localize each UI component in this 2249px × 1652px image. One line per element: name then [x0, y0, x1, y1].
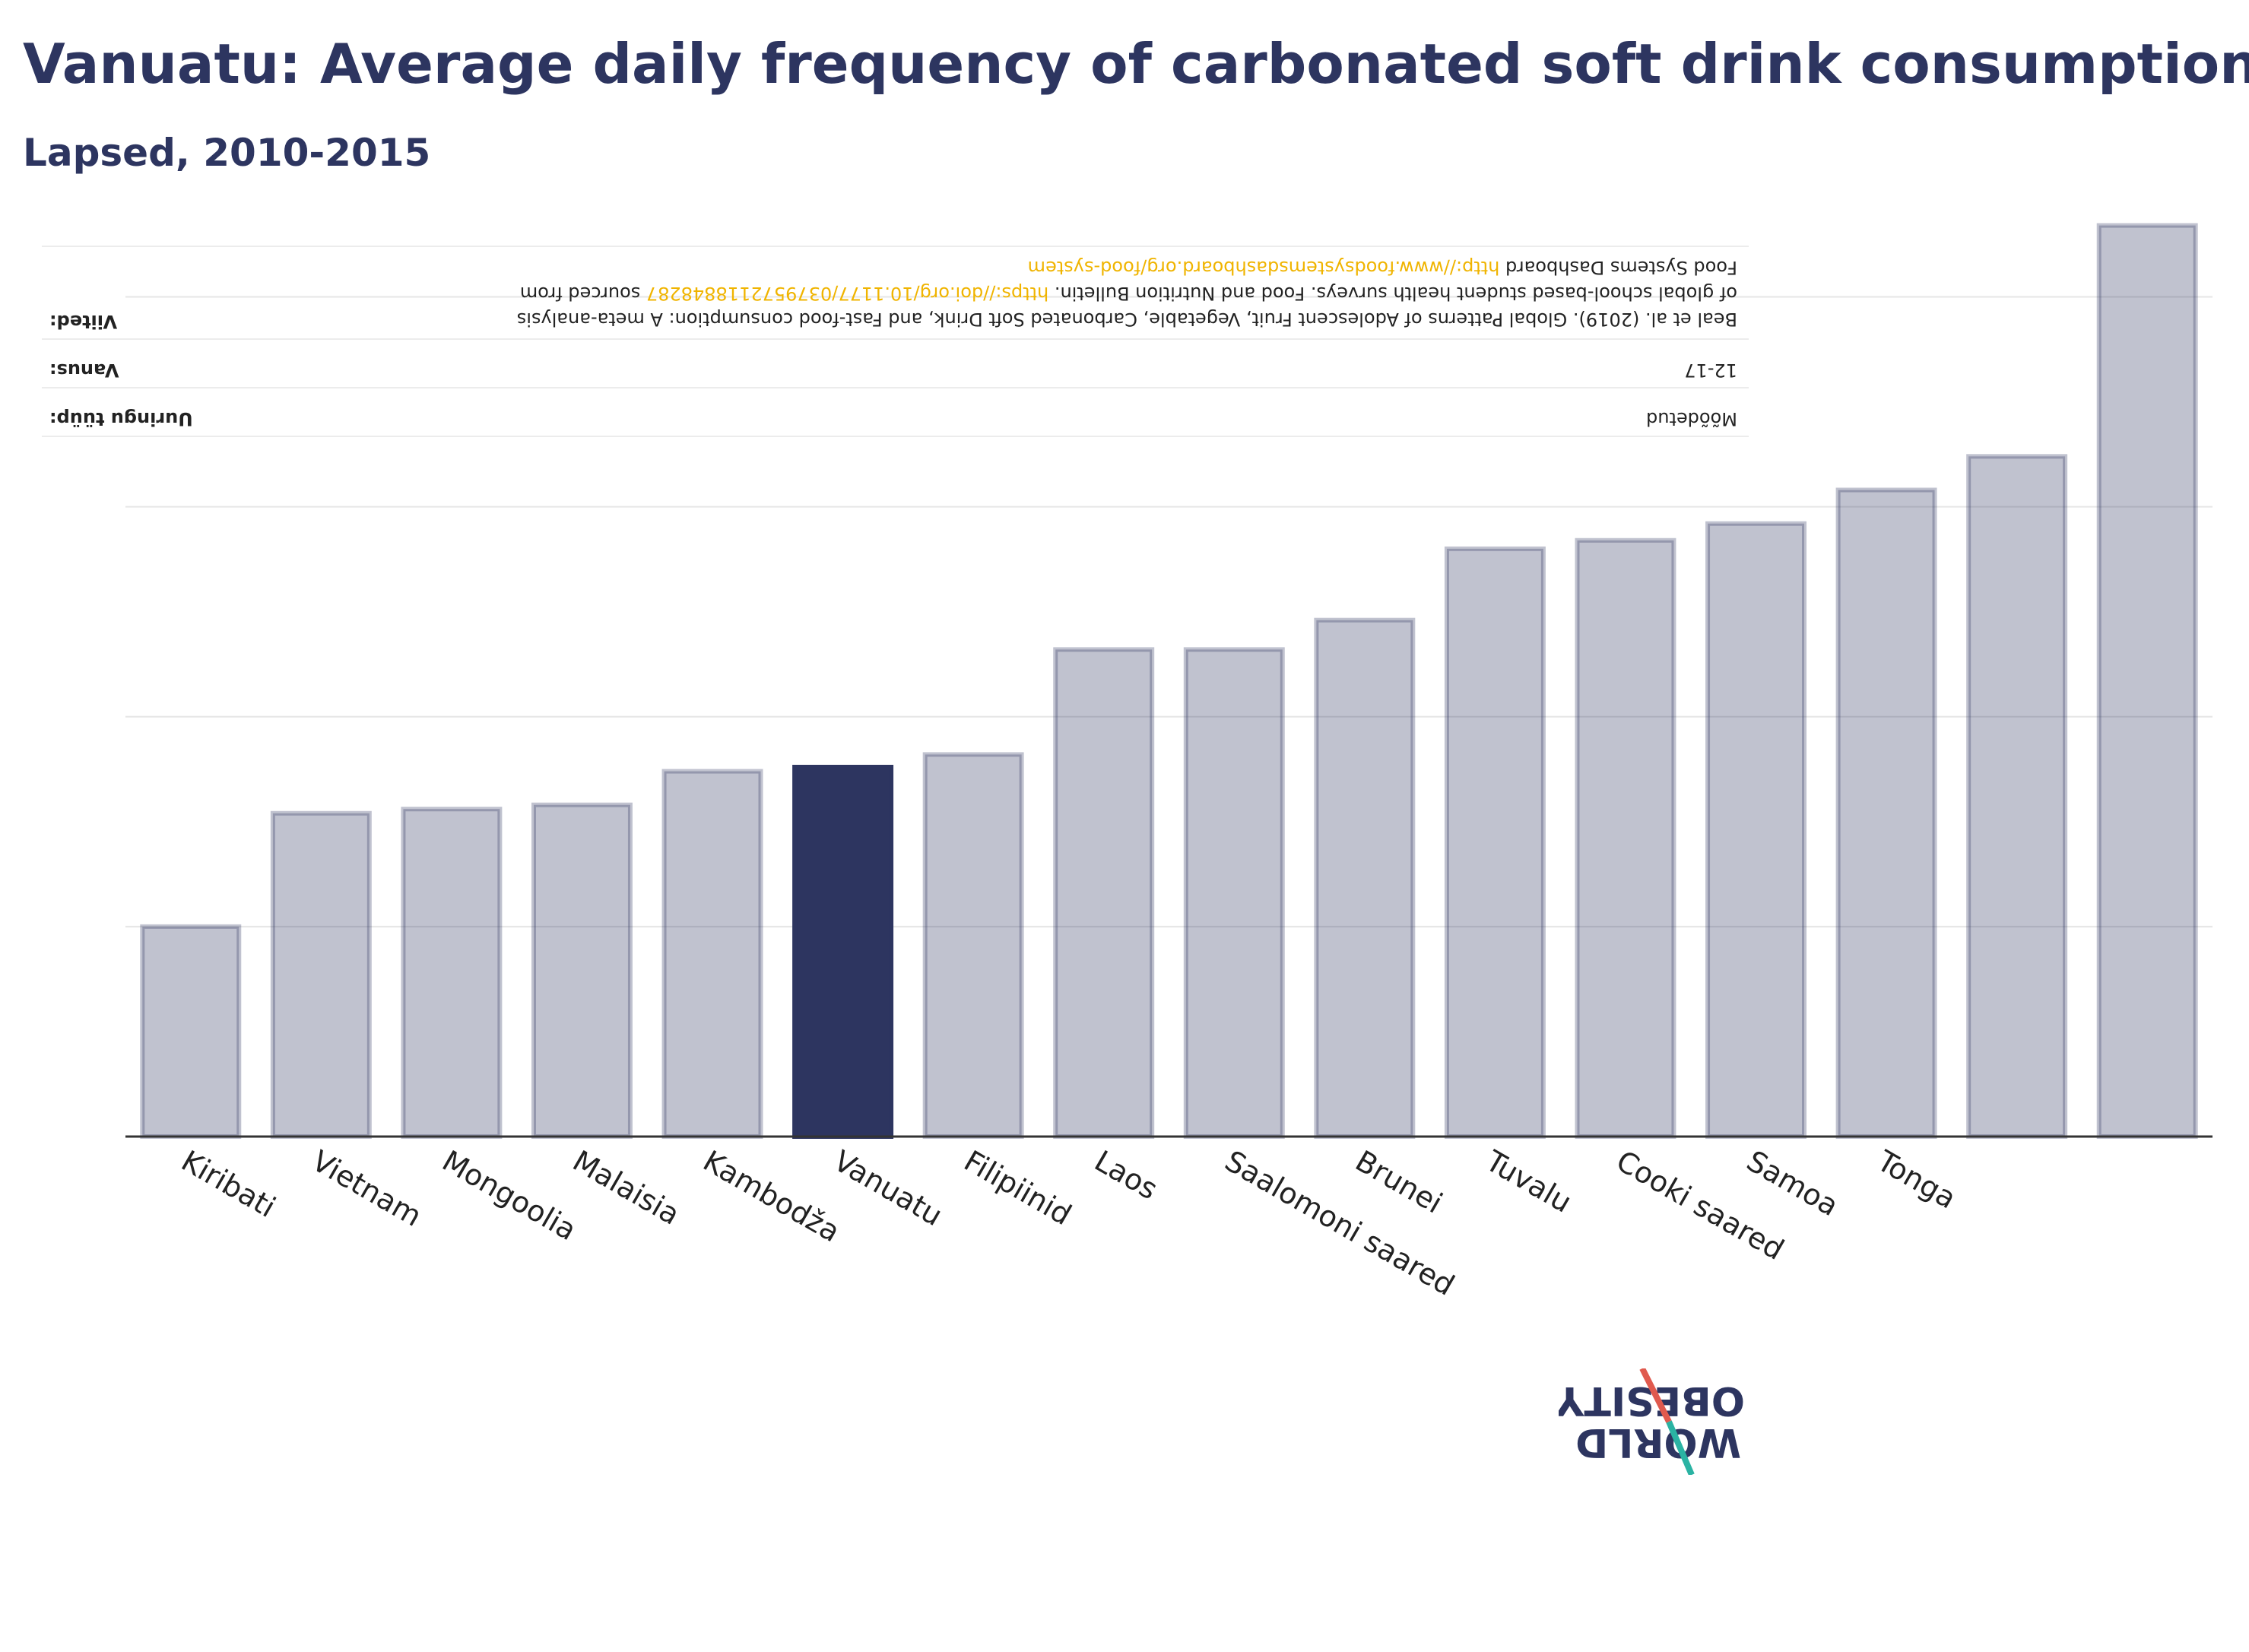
x-tick-label: Vanuatu — [828, 1144, 948, 1232]
bar-malaisia — [531, 802, 633, 1140]
logo-slash-teal — [1666, 1420, 1695, 1475]
world-obesity-logo: WORLD OBESITY — [1559, 1368, 1745, 1475]
bar-vietnam — [270, 810, 372, 1139]
bar-kiribati — [140, 924, 242, 1139]
bar-vanuatu — [792, 765, 894, 1139]
info-row-type: Uuringu tüüp: Mõõdetud — [42, 408, 1749, 437]
x-tick-label: Vietnam — [306, 1144, 427, 1233]
info-source-line2-post: sourced from — [519, 283, 641, 304]
info-source-line2: of global school-based student health su… — [517, 281, 1737, 306]
info-source-line2-pre: of global school-based student health su… — [1054, 283, 1737, 304]
bar-kambodža — [661, 769, 763, 1139]
info-age-label: Vanus: — [49, 360, 119, 381]
info-source-label: Viited: — [49, 311, 118, 332]
info-source-line1: Beal et al. (2019). Global Patterns of A… — [516, 309, 1737, 330]
page-subtitle: Lapsed, 2010-2015 — [23, 131, 431, 175]
bar-tuvalu — [1444, 546, 1546, 1139]
bar-laos — [1053, 647, 1155, 1139]
info-type-label: Uuringu tüüp: — [49, 408, 193, 430]
logo-slash-red — [1639, 1368, 1672, 1423]
bar-unlabeled-15 — [2096, 223, 2198, 1139]
x-tick-label: Saalomoni saared — [1220, 1144, 1461, 1302]
info-row-source: Viited: Beal et al. (2019). Global Patte… — [42, 246, 1749, 340]
bar-saalomoni-saared — [1183, 647, 1285, 1139]
info-source-text: Beal et al. (2019). Global Patterns of A… — [517, 255, 1737, 332]
x-tick-label: Mongoolia — [436, 1144, 582, 1248]
bar-tonga — [1835, 487, 1937, 1139]
x-tick-label: Tonga — [1871, 1143, 1962, 1215]
page-title: Vanuatu: Average daily frequency of carb… — [23, 32, 2249, 96]
bar-unlabeled-14 — [1966, 454, 2068, 1139]
bar-mongoolia — [401, 807, 503, 1140]
grid-lines — [125, 296, 2213, 927]
info-row-age: Vanus: 12-17 — [42, 360, 1749, 388]
x-tick-label: Filipiinid — [959, 1144, 1077, 1232]
x-tick-label: Brunei — [1350, 1144, 1448, 1220]
info-source-line3-pre: Food Systems Dashboard — [1505, 257, 1737, 278]
x-tick-label: Samoa — [1741, 1144, 1844, 1223]
info-type-value: Mõõdetud — [1646, 408, 1737, 430]
bar-filipiinid — [922, 752, 1024, 1139]
x-tick-label: Malaisia — [567, 1144, 685, 1232]
info-source-line3: Food Systems Dashboard http://www.foodsy… — [517, 255, 1737, 281]
x-tick-label: Tuvalu — [1480, 1143, 1577, 1219]
bar-brunei — [1314, 617, 1416, 1139]
info-source-doi-link[interactable]: https://doi.org/10.1177/0379572118848287 — [646, 283, 1049, 304]
bar-samoa — [1705, 521, 1807, 1139]
x-tick-label: Laos — [1089, 1144, 1163, 1206]
info-block: Uuringu tüüp: Mõõdetud Vanus: 12-17 Viit… — [42, 239, 1749, 437]
info-source-dashboard-link[interactable]: http://www.foodsystemsdashboard.org/food… — [1027, 257, 1500, 278]
info-age-value: 12-17 — [1684, 360, 1737, 381]
x-tick-label: Kiribati — [176, 1144, 281, 1224]
bar-cooki-saared — [1575, 537, 1676, 1139]
x-tick-label: Kambodža — [698, 1144, 846, 1249]
logo-line-world: WORLD — [1575, 1419, 1741, 1465]
